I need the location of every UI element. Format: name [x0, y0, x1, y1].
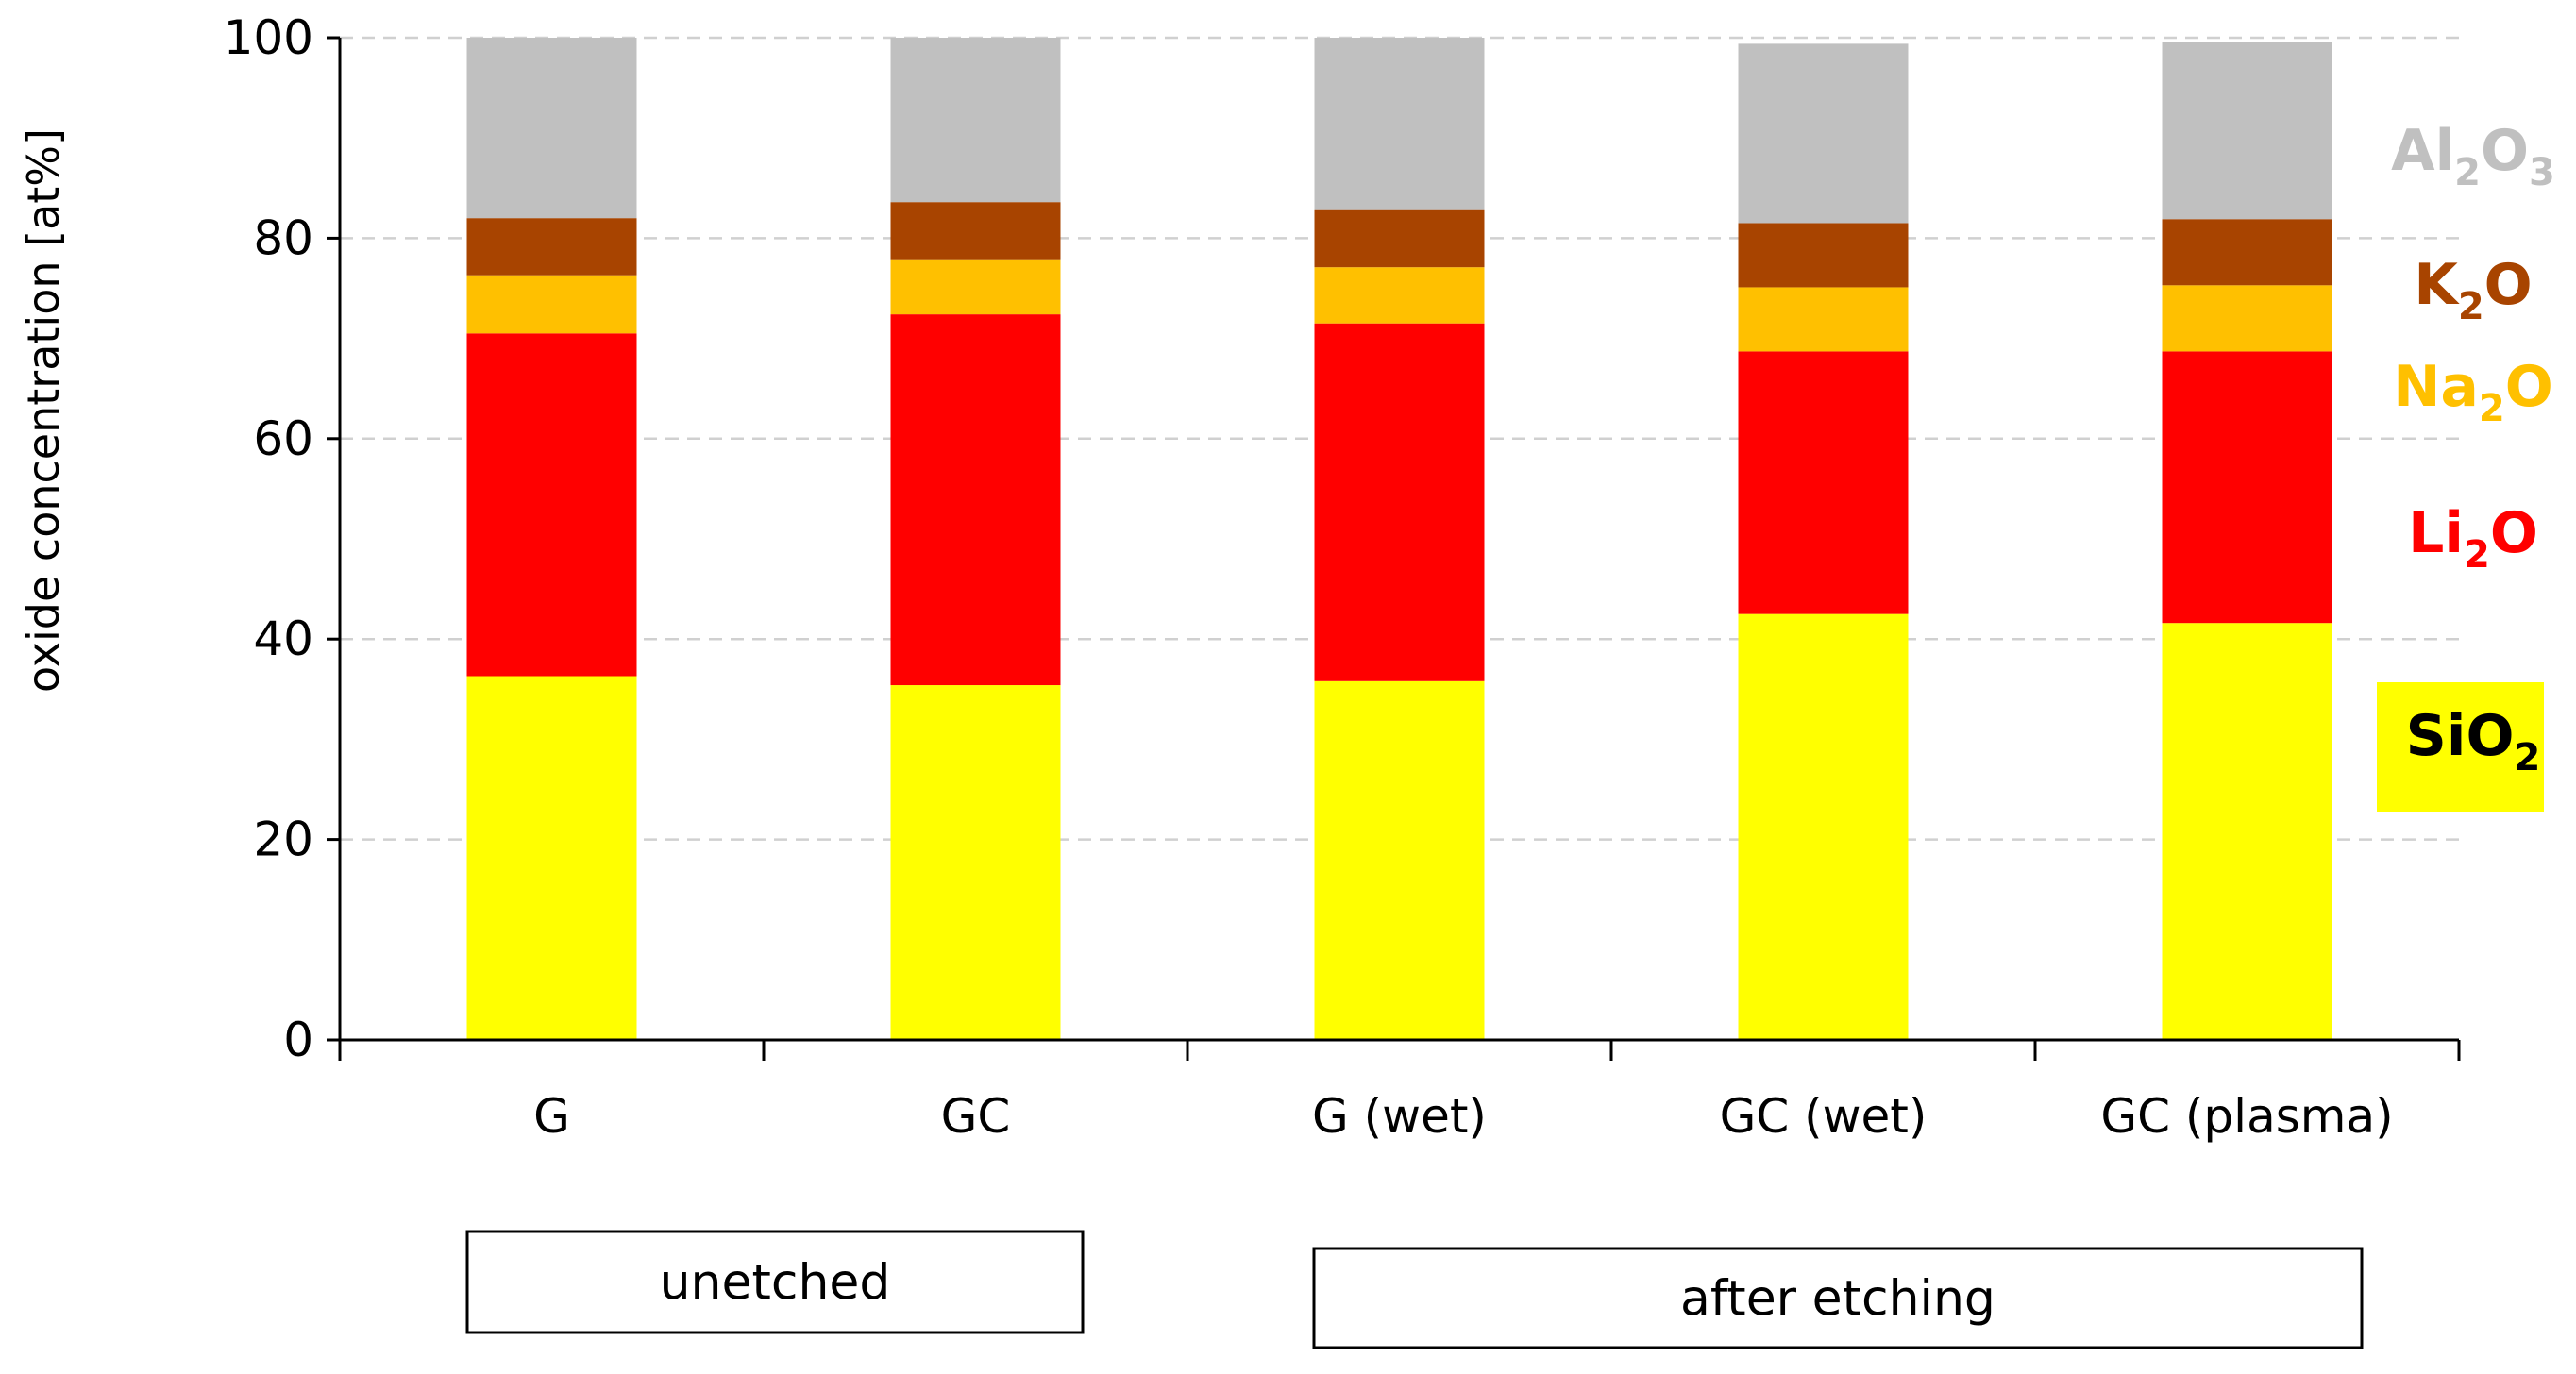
x-tick-label: GC (plasma) — [2100, 1089, 2393, 1144]
group-box-0: unetched — [465, 1230, 1085, 1334]
bar-segment-li2o — [2162, 351, 2332, 624]
legend: SiO2 Li2O Na2O K2O Al2O3 — [2377, 118, 2555, 812]
axes — [338, 38, 2459, 1042]
y-tick-label: 40 — [253, 612, 313, 666]
bar-segment-na2o — [466, 275, 637, 334]
y-tick-label: 80 — [253, 210, 313, 265]
bar-segment-al2o3 — [890, 38, 1061, 203]
bar-segment-sio2 — [890, 685, 1061, 1040]
bar-segment-li2o — [466, 333, 637, 677]
legend-item-li2o: Li2O — [2408, 500, 2538, 577]
bar-segment-li2o — [1738, 351, 1909, 614]
y-tick-labels: 0 20 40 60 80 100 — [224, 10, 340, 1067]
bar-segment-na2o — [1738, 287, 1909, 352]
gridlines — [340, 36, 2459, 841]
legend-label: Na2O — [2393, 354, 2553, 430]
legend-item-na2o: Na2O — [2393, 354, 2553, 430]
legend-label: Li2O — [2408, 500, 2538, 577]
legend-label: Al2O3 — [2391, 118, 2555, 194]
bar-segment-k2o — [466, 218, 637, 276]
y-axis-title: oxide concentration [at%] — [18, 128, 69, 693]
bars — [466, 38, 2332, 1040]
bar-segment-na2o — [2162, 285, 2332, 352]
x-tick-labels: G GC G (wet) GC (wet) GC (plasma) — [338, 1040, 2461, 1144]
legend-item-sio2: SiO2 — [2377, 682, 2544, 812]
group-box-border — [1312, 1247, 2364, 1349]
legend-label: SiO2 — [2406, 703, 2541, 779]
x-tick-label: G (wet) — [1312, 1089, 1487, 1144]
x-tick-label: GC — [941, 1089, 1011, 1144]
bar-segment-al2o3 — [1314, 38, 1485, 210]
y-tick-label: 0 — [283, 1013, 313, 1067]
bar-segment-k2o — [2162, 219, 2332, 286]
bar-segment-li2o — [1314, 323, 1485, 681]
bar-segment-na2o — [890, 259, 1061, 315]
bar-segment-al2o3 — [466, 38, 637, 219]
group-label: unetched — [660, 1255, 891, 1312]
bar-segment-sio2 — [466, 676, 637, 1040]
y-tick-label: 20 — [253, 813, 313, 867]
bar-segment-al2o3 — [1738, 43, 1909, 224]
y-tick-label: 60 — [253, 411, 313, 466]
bar-segment-sio2 — [1314, 680, 1485, 1040]
bar-segment-al2o3 — [2162, 42, 2332, 220]
group-label: after etching — [1680, 1271, 1995, 1328]
legend-label: K2O — [2414, 252, 2532, 328]
bar-segment-k2o — [1314, 209, 1485, 268]
x-tick-label: G — [533, 1089, 570, 1144]
bar-segment-na2o — [1314, 267, 1485, 324]
bar-segment-k2o — [1738, 223, 1909, 288]
bar-segment-sio2 — [2162, 623, 2332, 1040]
bar-segment-k2o — [890, 202, 1061, 260]
x-tick-label: GC (wet) — [1720, 1089, 1928, 1144]
legend-item-k2o: K2O — [2414, 252, 2532, 328]
bar-segment-sio2 — [1738, 613, 1909, 1040]
group-box-1: after etching — [1312, 1247, 2364, 1349]
group-box-border — [465, 1230, 1085, 1334]
bar-segment-li2o — [890, 314, 1061, 686]
legend-item-al2o3: Al2O3 — [2391, 118, 2555, 194]
y-tick-label: 100 — [224, 10, 313, 65]
group-labels: unetched after etching — [465, 1230, 2364, 1349]
legend-swatch — [2377, 682, 2544, 812]
